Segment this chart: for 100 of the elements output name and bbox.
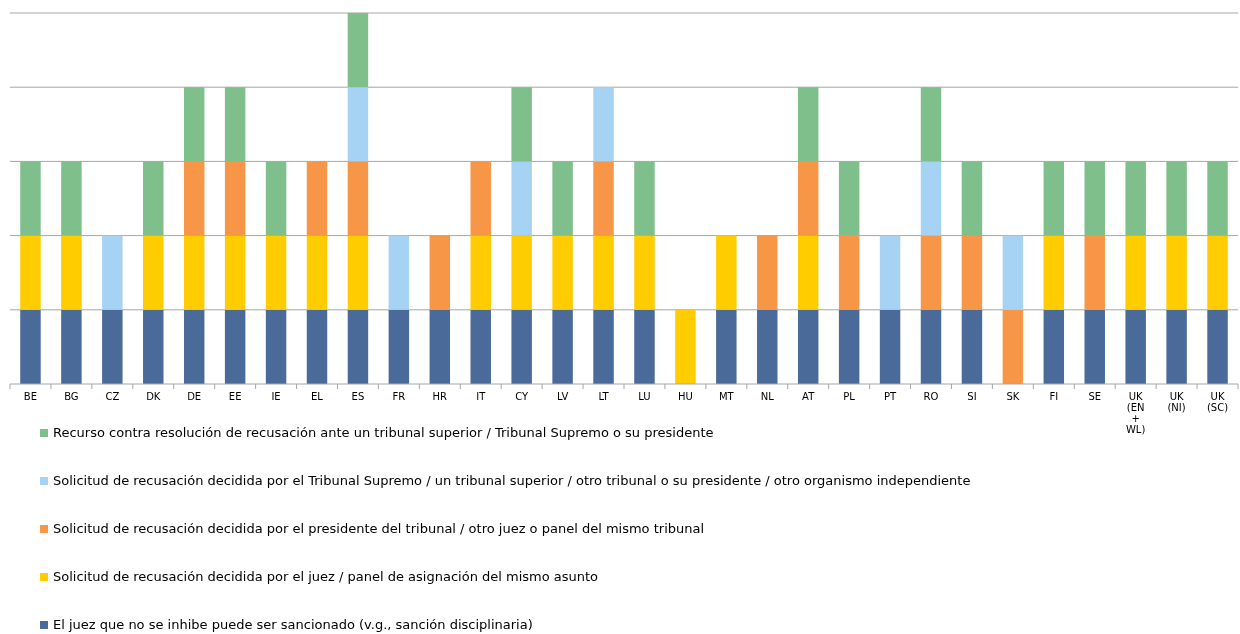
x-tick-label: PT — [884, 391, 898, 402]
x-tick-label: BG — [64, 391, 79, 402]
x-tick-label: UK (NI) — [1167, 391, 1186, 413]
bar — [1084, 309, 1105, 384]
bar — [511, 309, 532, 384]
legend-label: El juez que no se inhibe puede ser sancionado (v.g., sanción disciplinaria) — [53, 617, 533, 632]
bar — [1002, 309, 1024, 384]
bar — [224, 309, 246, 384]
bar — [265, 161, 287, 236]
bar — [183, 309, 205, 384]
x-tick-label: DK — [146, 391, 161, 402]
bar — [634, 309, 655, 384]
bar — [388, 309, 410, 384]
bar — [920, 161, 942, 236]
legend-label: Solicitud de recusación decidida por el presidente del tribunal / otro juez o panel del mismo tribunal — [53, 521, 705, 536]
bar — [347, 13, 369, 88]
bar — [224, 235, 246, 310]
bar — [511, 87, 532, 162]
bar — [1043, 161, 1065, 236]
bar — [961, 235, 983, 310]
legend-label: Recurso contra resolución de recusación ante un tribunal superior / Tribunal Supremo o su presidente — [53, 425, 714, 440]
x-tick-label: UK (EN + WL) — [1125, 391, 1146, 435]
bar — [757, 309, 778, 384]
x-tick-label: BE — [23, 391, 38, 402]
bar — [757, 235, 778, 310]
x-tick-label: AT — [802, 391, 816, 402]
bar — [143, 309, 164, 384]
bar — [470, 235, 491, 310]
bar — [1084, 235, 1105, 310]
legend-label: Solicitud de recusación decidida por el juez / panel de asignación del mismo asunto — [53, 569, 599, 584]
x-tick-label: PL — [843, 391, 856, 402]
bar — [143, 235, 164, 310]
bar — [1084, 161, 1105, 236]
bar — [593, 87, 614, 162]
x-tick-label: HR — [432, 391, 448, 402]
bar — [347, 309, 369, 384]
bar — [879, 235, 901, 310]
bar — [1207, 161, 1228, 236]
x-tick-label: SI — [967, 391, 977, 402]
bar — [634, 161, 655, 236]
bar — [347, 235, 369, 310]
bar — [511, 235, 532, 310]
bar — [879, 309, 901, 384]
bar — [20, 309, 41, 384]
x-tick-label: LT — [598, 391, 610, 402]
x-tick-label: FI — [1049, 391, 1059, 402]
bar — [306, 161, 328, 236]
bar — [838, 161, 860, 236]
bar — [1043, 235, 1065, 310]
bar — [306, 309, 328, 384]
bar — [429, 309, 451, 384]
x-tick-label: CY — [515, 391, 530, 402]
bar — [1207, 235, 1228, 310]
bar — [1125, 235, 1146, 310]
bar — [61, 161, 82, 236]
bar — [265, 235, 287, 310]
bar — [388, 235, 410, 310]
x-tick-label: SE — [1088, 391, 1102, 402]
bar — [102, 309, 123, 384]
bar — [20, 161, 41, 236]
bar — [1002, 235, 1024, 310]
x-tick-label: FR — [392, 391, 406, 402]
bar — [1125, 309, 1146, 384]
bar — [143, 161, 164, 236]
bar — [224, 87, 246, 162]
bar — [552, 235, 573, 310]
bar — [347, 87, 369, 162]
x-tick-label: IT — [476, 391, 487, 402]
bar — [1125, 161, 1146, 236]
bar — [716, 309, 737, 384]
bar — [593, 309, 614, 384]
bar — [61, 309, 82, 384]
bar — [920, 309, 942, 384]
x-tick-label: EL — [311, 391, 324, 402]
x-tick-label: UK (SC) — [1206, 391, 1229, 413]
bar — [838, 235, 860, 310]
x-tick-label: HU — [677, 391, 693, 402]
bar — [552, 161, 573, 236]
bar — [716, 235, 737, 310]
x-tick-label: RO — [923, 391, 939, 402]
bar — [61, 235, 82, 310]
bar — [797, 87, 819, 162]
bar — [675, 309, 696, 384]
bar — [593, 235, 614, 310]
bar — [961, 161, 983, 236]
bar — [265, 309, 287, 384]
bar — [920, 87, 942, 162]
bar — [511, 161, 532, 236]
bar — [1043, 309, 1065, 384]
bar — [429, 235, 451, 310]
bar — [593, 161, 614, 236]
bar — [183, 235, 205, 310]
x-tick-label: CZ — [105, 391, 120, 402]
bar — [306, 235, 328, 310]
bar — [838, 309, 860, 384]
x-tick-label: MT — [718, 391, 735, 402]
bar — [224, 161, 246, 236]
x-tick-label: DE — [187, 391, 202, 402]
legend-label: Solicitud de recusación decidida por el Tribunal Supremo / un tribunal superior / otro tribunal o su presidente / otro organismo independiente — [53, 473, 971, 488]
bar — [347, 161, 369, 236]
